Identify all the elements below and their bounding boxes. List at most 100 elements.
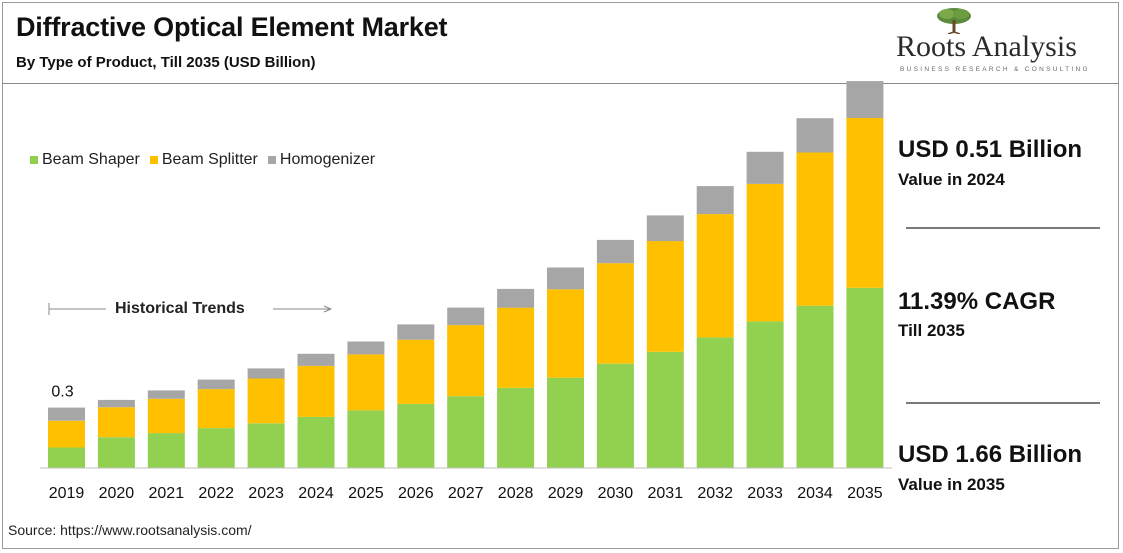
bar-homogenizer-2035: [846, 81, 884, 118]
bar-homogenizer-2032: [696, 186, 734, 215]
bar-homogenizer-2031: [646, 215, 684, 242]
bar-beam-splitter-2023: [247, 378, 285, 424]
bar-homogenizer-2030: [596, 239, 634, 264]
bar-homogenizer-2028: [497, 288, 535, 308]
stat-value-2035: USD 1.66 Billion: [898, 441, 1083, 468]
bar-beam-splitter-2022: [197, 389, 235, 429]
bar-beam-shaper-2035: [846, 287, 884, 468]
logo: Roots Analysis BUSINESS RESEARCH & CONSU…: [880, 6, 1110, 76]
x-tick-label: 2032: [697, 485, 733, 502]
legend-swatch: [149, 156, 158, 164]
bar-beam-shaper-2021: [147, 433, 185, 468]
x-tick-label: 2021: [149, 485, 185, 502]
bar-beam-splitter-2025: [347, 354, 385, 411]
legend-item-beam-splitter: Beam Splitter: [149, 151, 258, 169]
legend-item-beam-shaper: Beam Shaper: [30, 151, 140, 169]
bar-homogenizer-2020: [97, 399, 135, 408]
stat-caption-2035: Value in 2035: [898, 475, 1005, 494]
bar-homogenizer-2025: [347, 341, 385, 355]
bar-homogenizer-2024: [297, 353, 335, 366]
bar-beam-shaper-2033: [746, 321, 784, 468]
bar-homogenizer-2033: [746, 151, 784, 184]
bar-beam-splitter-2026: [397, 339, 435, 404]
x-tick-label: 2025: [348, 485, 384, 502]
stat-caption-2024: Value in 2024: [898, 170, 1005, 189]
bar-beam-splitter-2021: [147, 398, 185, 434]
bar-beam-splitter-2032: [696, 214, 734, 338]
x-tick-label: 2024: [298, 485, 334, 502]
legend-swatch: [267, 156, 276, 164]
bar-beam-shaper-2029: [547, 377, 584, 468]
tree-icon: [937, 8, 971, 34]
x-tick-label: 2030: [598, 485, 634, 502]
bar-homogenizer-2023: [247, 368, 285, 379]
bar-beam-shaper-2026: [397, 404, 435, 468]
bar-beam-shaper-2025: [347, 410, 385, 468]
x-tick-label: 2034: [797, 485, 833, 502]
bar-beam-shaper-2032: [696, 337, 734, 468]
bar-beam-shaper-2019: [48, 447, 85, 468]
header-divider: [2, 83, 1119, 84]
x-tick-label: 2035: [847, 485, 883, 502]
x-tick-label: 2029: [548, 485, 584, 502]
x-tick-label: 2023: [248, 485, 284, 502]
bar-beam-shaper-2020: [97, 437, 135, 468]
legend-swatch: [30, 156, 38, 164]
bar-beam-splitter-2034: [796, 152, 834, 306]
chart-legend: Beam Shaper Beam Splitter Homogenizer: [30, 151, 375, 169]
stat-divider: [906, 227, 1100, 229]
bar-homogenizer-2019: [48, 407, 85, 421]
bar-beam-splitter-2029: [547, 289, 584, 378]
legend-item-homogenizer: Homogenizer: [267, 151, 376, 169]
x-tick-label: 2022: [198, 485, 234, 502]
historical-trends-marker: Historical Trends: [48, 297, 333, 321]
bar-beam-splitter-2033: [746, 183, 784, 322]
bar-beam-shaper-2024: [297, 416, 335, 468]
x-tick-label: 2033: [747, 485, 783, 502]
historical-trends-label: Historical Trends: [115, 300, 245, 317]
data-label: 0.3: [51, 384, 73, 401]
bar-beam-splitter-2035: [846, 117, 884, 288]
bar-beam-shaper-2031: [646, 351, 684, 468]
legend-label: Beam Shaper: [42, 151, 140, 168]
bar-beam-splitter-2020: [97, 407, 135, 438]
source-note: Source: https://www.rootsanalysis.com/: [8, 522, 252, 538]
bar-beam-splitter-2024: [297, 365, 335, 417]
bar-beam-shaper-2034: [796, 305, 834, 468]
x-tick-label: 2020: [99, 485, 135, 502]
logo-tagline: BUSINESS RESEARCH & CONSULTING: [900, 66, 1090, 73]
legend-label: Beam Splitter: [161, 151, 258, 168]
bar-beam-shaper-2023: [247, 423, 285, 468]
bar-beam-shaper-2027: [447, 396, 485, 468]
logo-name: Roots Analysis: [896, 30, 1077, 63]
historical-arrow-icon: [48, 303, 333, 315]
bar-beam-splitter-2030: [596, 263, 634, 364]
stat-divider: [906, 402, 1100, 404]
legend-label: Homogenizer: [279, 151, 376, 168]
x-tick-label: 2031: [648, 485, 684, 502]
bar-homogenizer-2027: [447, 307, 485, 326]
stat-value-cagr: 11.39% CAGR: [898, 288, 1056, 315]
bar-beam-splitter-2019: [48, 420, 85, 448]
x-tick-label: 2026: [398, 485, 434, 502]
x-tick-label: 2028: [498, 485, 534, 502]
bar-homogenizer-2022: [197, 379, 235, 390]
x-tick-label: 2027: [448, 485, 484, 502]
page-subtitle: By Type of Product, Till 2035 (USD Billi…: [16, 54, 316, 71]
bar-homogenizer-2026: [397, 324, 435, 340]
page-title: Diffractive Optical Element Market: [16, 12, 448, 42]
bar-beam-shaper-2030: [596, 363, 634, 468]
stat-caption-cagr: Till 2035: [898, 321, 965, 340]
bar-homogenizer-2021: [147, 390, 185, 399]
bar-beam-splitter-2028: [497, 307, 535, 388]
bar-beam-shaper-2028: [497, 387, 535, 468]
bar-beam-splitter-2031: [646, 241, 684, 352]
bar-beam-shaper-2022: [197, 428, 235, 468]
x-tick-label: 2019: [49, 485, 85, 502]
stat-value-2024: USD 0.51 Billion: [898, 136, 1083, 163]
bar-homogenizer-2034: [796, 118, 834, 153]
bar-beam-splitter-2027: [447, 325, 485, 397]
bar-homogenizer-2029: [547, 267, 584, 290]
